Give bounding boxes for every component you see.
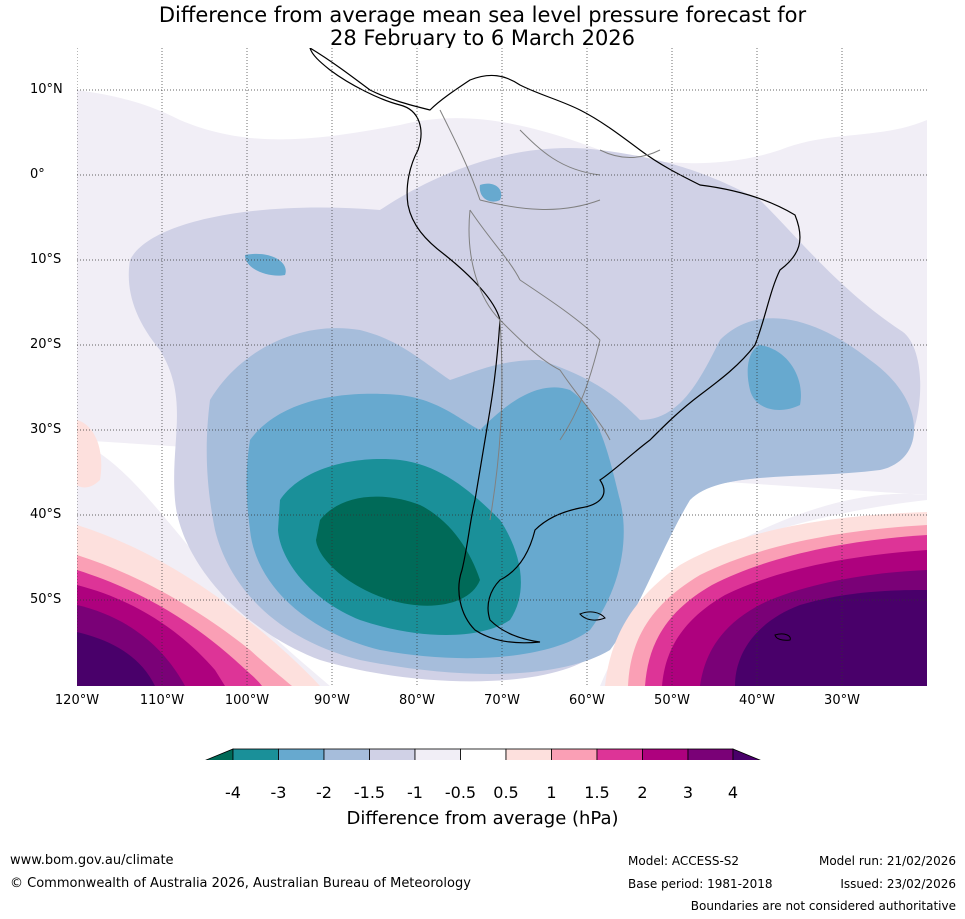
lat-label-40s: 40°S	[30, 507, 62, 522]
colorbar-bin-15-2	[596, 748, 643, 760]
lon-label-40w: 40°W	[739, 693, 775, 708]
lon-label-110w: 110°W	[139, 693, 185, 708]
colorbar-bin-n3-n2	[278, 748, 325, 760]
falkland-islands	[579, 611, 606, 621]
base-period: Base period: 1981-2018	[628, 877, 773, 891]
colorbar-tick: -2	[316, 783, 332, 802]
colorbar-extend-max	[732, 748, 761, 760]
colorbar-tick: 4	[727, 783, 739, 802]
colorbar-tick: 3	[682, 783, 694, 802]
contour-pos-4-sw	[77, 632, 155, 686]
colorbar-tick: -4	[225, 783, 241, 802]
colorbar-title: Difference from average (hPa)	[346, 808, 619, 829]
lat-label-20s: 20°S	[30, 337, 62, 352]
south-america-coastline	[309, 48, 801, 644]
anomaly-map	[77, 48, 927, 760]
colorbar-bin-3-4	[687, 748, 734, 760]
lat-label-30s: 30°S	[30, 422, 62, 437]
colorbar-tick: -0.5	[444, 783, 477, 802]
lon-label-60w: 60°W	[569, 693, 605, 708]
colorbar-tick: 1	[546, 783, 557, 802]
colorbar-bin-2-3	[642, 748, 689, 760]
country-borders	[439, 109, 661, 521]
lat-label-10n: 10°N	[30, 82, 63, 97]
contour-neg-4	[316, 496, 480, 606]
colorbar-bin-n4-n3	[232, 748, 279, 760]
colorbar-bin-n2-n15	[323, 748, 370, 760]
lat-label-10s: 10°S	[30, 252, 62, 267]
lon-label-90w: 90°W	[314, 693, 350, 708]
colorbar-bin-n05-05	[460, 748, 507, 760]
south-georgia	[774, 633, 791, 641]
lon-label-80w: 80°W	[399, 693, 435, 708]
colorbar-tick: 1.5	[584, 783, 610, 802]
colorbar	[205, 748, 761, 760]
model-run-date: Model run: 21/02/2026	[818, 854, 956, 868]
map-plot-area	[77, 48, 927, 686]
colorbar-tick: -1.5	[353, 783, 386, 802]
issued-date: Issued: 23/02/2026	[840, 877, 956, 891]
colorbar-bin-n15-n1	[369, 748, 416, 760]
website-link[interactable]: www.bom.gov.au/climate	[10, 853, 174, 868]
lon-label-120w: 120°W	[54, 693, 100, 708]
lon-label-50w: 50°W	[654, 693, 690, 708]
lon-label-70w: 70°W	[484, 693, 520, 708]
lon-label-30w: 30°W	[824, 693, 860, 708]
lon-label-100w: 100°W	[224, 693, 270, 708]
model-name: Model: ACCESS-S2	[628, 854, 740, 868]
boundaries-disclaimer: Boundaries are not considered authoritat…	[690, 899, 956, 913]
lat-label-0: 0°	[30, 167, 45, 182]
colorbar-bin-n1-n05	[414, 748, 461, 760]
title-line-2: 28 February to 6 March 2026	[329, 26, 636, 50]
map-title: Difference from average mean sea level p…	[0, 4, 965, 50]
colorbar-bin-1-15	[551, 748, 598, 760]
lat-label-50s: 50°S	[30, 592, 62, 607]
colorbar-tick: -1	[407, 783, 423, 802]
colorbar-tick: 2	[637, 783, 648, 802]
contour-pos-4-se	[735, 590, 927, 686]
gridlines	[77, 48, 927, 686]
title-line-1: Difference from average mean sea level p…	[158, 3, 807, 27]
colorbar-extend-min	[205, 748, 234, 760]
colorbar-tick: 0.5	[493, 783, 519, 802]
colorbar-tick: -3	[270, 783, 287, 802]
colorbar-bin-05-1	[505, 748, 552, 760]
copyright-notice: © Commonwealth of Australia 2026, Austra…	[10, 876, 471, 891]
